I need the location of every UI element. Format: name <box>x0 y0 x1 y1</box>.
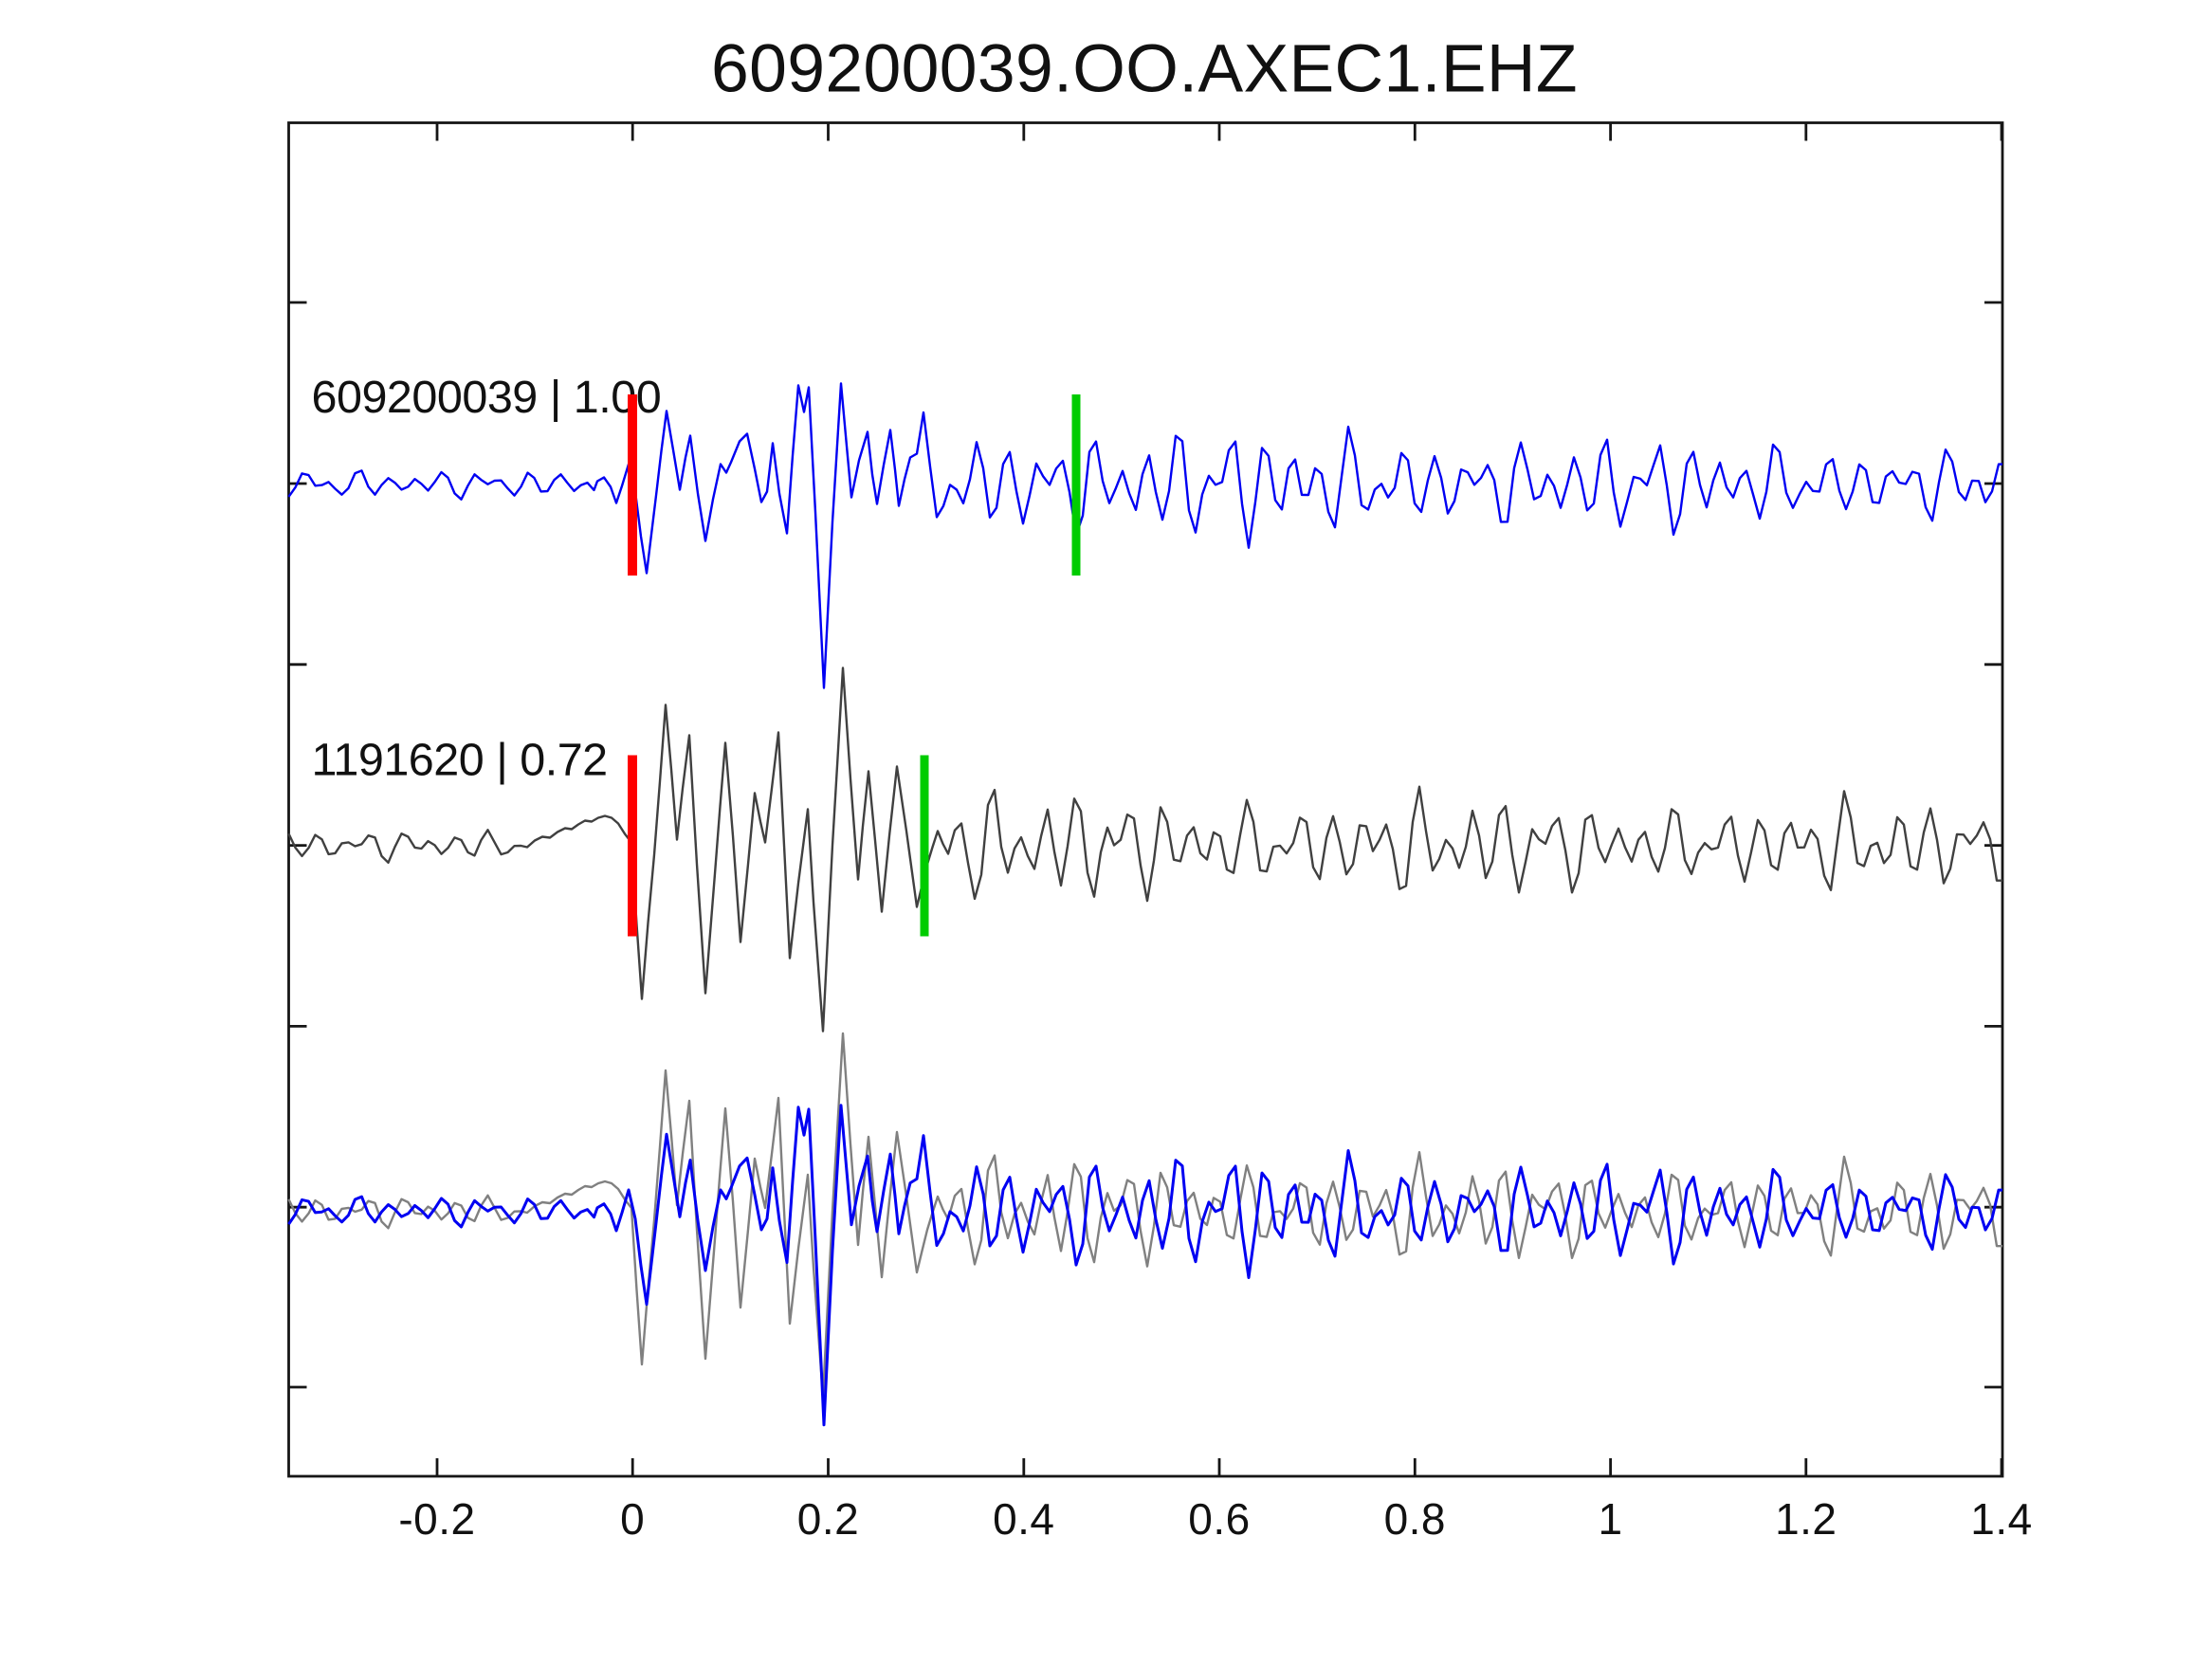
svg-text:1.2: 1.2 <box>1775 1494 1837 1544</box>
svg-text:-0.2: -0.2 <box>398 1494 475 1544</box>
svg-text:1.4: 1.4 <box>1970 1494 2032 1544</box>
svg-text:609200039.OO.AXEC1.EHZ: 609200039.OO.AXEC1.EHZ <box>711 31 1578 107</box>
svg-text:1191620 | 0.72: 1191620 | 0.72 <box>312 735 608 786</box>
svg-text:0.6: 0.6 <box>1188 1494 1250 1544</box>
svg-text:609200039 | 1.00: 609200039 | 1.00 <box>312 372 662 423</box>
svg-text:1: 1 <box>1599 1494 1623 1544</box>
svg-text:0.8: 0.8 <box>1384 1494 1446 1544</box>
svg-text:0.2: 0.2 <box>797 1494 859 1544</box>
svg-text:0.4: 0.4 <box>993 1494 1054 1544</box>
svg-text:0: 0 <box>620 1494 645 1544</box>
